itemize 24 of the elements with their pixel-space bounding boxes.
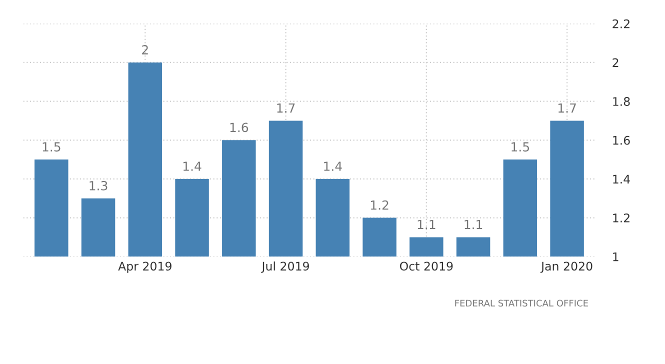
data-label: 1.4: [183, 162, 202, 171]
data-label: 2: [142, 45, 148, 54]
y-tick-label: 1.2: [613, 214, 630, 222]
data-label: 1.3: [90, 180, 108, 190]
data-label: 1.2: [370, 200, 388, 210]
y-tick-label: 1.6: [613, 136, 630, 145]
y-tick-label: 1: [613, 252, 618, 262]
data-label: 1.5: [512, 142, 530, 152]
data-label: 1.7: [277, 103, 295, 113]
data-label: 1.5: [42, 142, 60, 152]
x-tick-label: Oct 2019: [400, 262, 453, 271]
y-tick-label: 2.2: [612, 19, 630, 28]
text: FEDERAL STATISTICAL OFFICE: [455, 300, 588, 307]
x-tick-label: Apr 2019: [118, 262, 172, 273]
data-label: 1.4: [324, 162, 342, 171]
y-tick-label: 2: [612, 58, 618, 67]
y-tick-label: 1.4: [613, 174, 630, 184]
y-tick-label: 1.8: [613, 97, 630, 106]
data-label: 1.1: [464, 220, 482, 230]
data-label: 1.7: [558, 103, 576, 113]
data-label: 1.6: [230, 122, 248, 132]
x-tick-label: Jul 2019: [261, 261, 309, 273]
data-label: 1.1: [418, 220, 436, 230]
x-tick-label: Jan 2020: [540, 262, 592, 273]
